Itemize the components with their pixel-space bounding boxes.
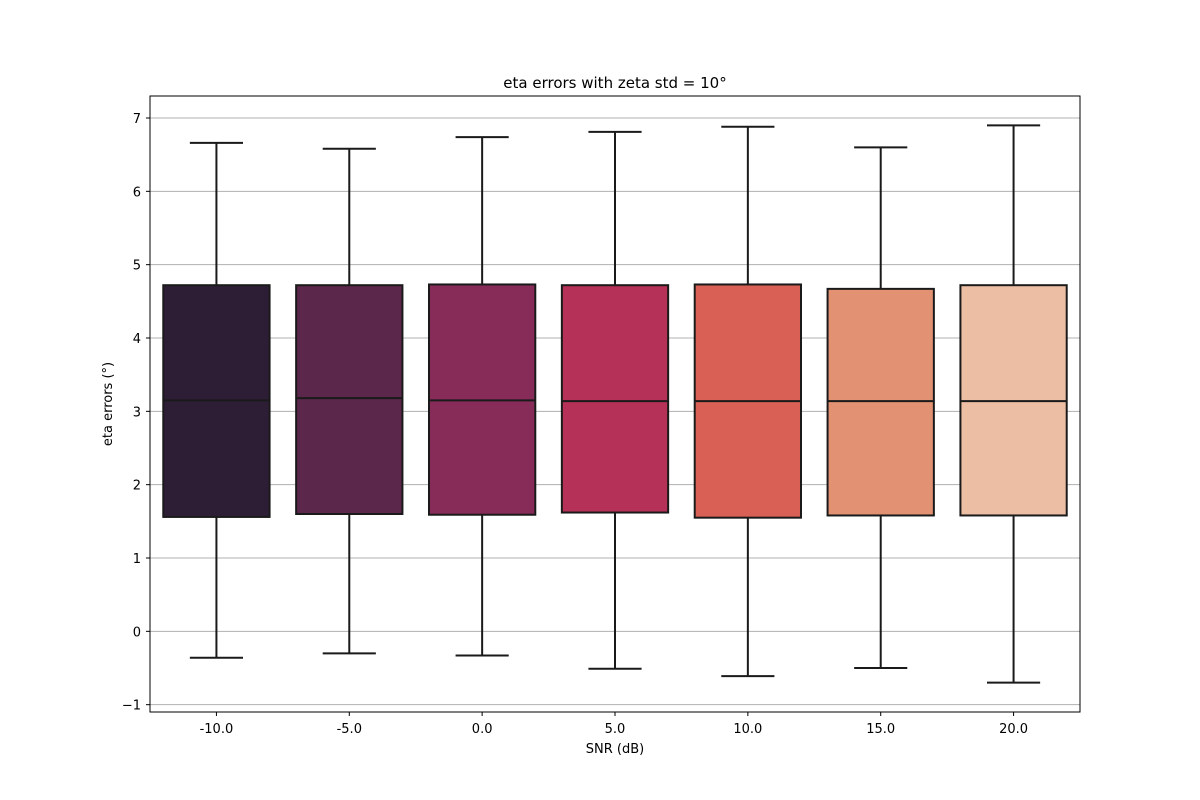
box-series: [162, 124, 1068, 684]
y-tick-label: −1: [122, 699, 141, 714]
x-tick-label: 5.0: [605, 722, 626, 737]
box-5.0: [560, 130, 670, 670]
y-tick-label: 6: [133, 185, 141, 200]
y-axis-label: eta errors (°): [101, 362, 116, 446]
x-tick-label: 20.0: [999, 722, 1028, 737]
box-0.0: [428, 136, 537, 657]
x-tick-label: -10.0: [200, 722, 234, 737]
y-tick-label: 5: [133, 259, 141, 274]
y-tick-label: 1: [133, 552, 141, 567]
box-20.0: [959, 124, 1068, 684]
y-tick-label: 0: [133, 625, 141, 640]
x-tick-label: 0.0: [472, 722, 493, 737]
x-axis-ticks: -10.0 -5.0 0.0 5.0 10.0 15.0 20.0: [200, 712, 1028, 737]
x-tick-label: -5.0: [337, 722, 362, 737]
box-body: [560, 284, 670, 514]
y-tick-label: 7: [133, 112, 141, 127]
box-15.0: [826, 146, 935, 669]
y-axis-ticks: −1 0 1 2 3 4 5 6 7: [122, 112, 150, 714]
x-axis-label: SNR (dB): [586, 742, 644, 757]
box-body: [295, 284, 404, 516]
y-tick-label: 4: [133, 332, 141, 347]
box-10.0: [693, 125, 803, 678]
box-body: [826, 287, 935, 517]
box--10.0: [162, 141, 271, 659]
chart-title: eta errors with zeta std = 10°: [503, 74, 726, 92]
box--5.0: [295, 147, 404, 655]
y-tick-label: 2: [133, 479, 141, 494]
x-tick-label: 10.0: [733, 722, 762, 737]
x-tick-label: 15.0: [866, 722, 895, 737]
y-tick-label: 3: [133, 405, 141, 420]
